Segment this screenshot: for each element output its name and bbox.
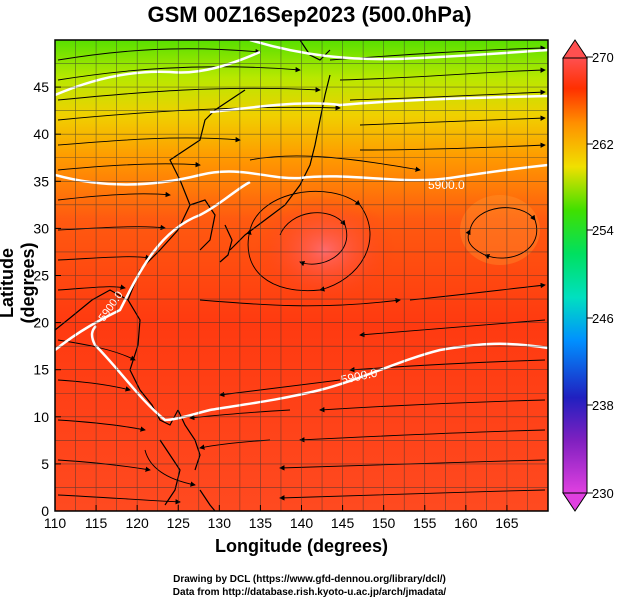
credit-data: Data from http://database.rish.kyoto-u.a… bbox=[172, 587, 447, 598]
contour-5880 bbox=[55, 50, 261, 97]
colorbar: 270 262 254 246 238 230 bbox=[562, 39, 614, 512]
contour-label-5900-north: 5900.0 bbox=[428, 178, 465, 192]
map-title: GSM 00Z16Sep2023 (500.0hPa) bbox=[147, 2, 472, 27]
y-tick-label: 40 bbox=[33, 126, 49, 142]
colorbar-tick-label: 270 bbox=[592, 50, 614, 65]
x-tick-label: 125 bbox=[167, 515, 191, 531]
y-tick-label: 5 bbox=[41, 456, 49, 472]
streamlines bbox=[57, 45, 546, 505]
x-tick-label: 145 bbox=[331, 515, 355, 531]
colorbar-tick-label: 254 bbox=[592, 223, 614, 238]
colorbar-tick-label: 238 bbox=[592, 398, 614, 413]
y-tick-label: 15 bbox=[33, 362, 49, 378]
y-tick-label: 0 bbox=[41, 503, 49, 519]
x-tick-label: 135 bbox=[249, 515, 273, 531]
x-tick-label: 150 bbox=[372, 515, 396, 531]
map-plot: 5900.0 5900.0 5900.0 110 115 120 125 130 135 1… bbox=[33, 39, 614, 531]
x-axis-label: Longitude (degrees) bbox=[214, 536, 388, 556]
x-tick-label: 110 bbox=[44, 515, 67, 531]
colorbar-tick-label: 230 bbox=[592, 486, 614, 501]
colorbar-tick-label: 246 bbox=[592, 311, 614, 326]
x-tick-label: 160 bbox=[454, 515, 478, 531]
grid bbox=[54, 39, 549, 512]
contour-5890 bbox=[249, 40, 548, 61]
y-tick-label: 10 bbox=[33, 409, 49, 425]
height-contours bbox=[55, 40, 548, 422]
y-tick-label: 20 bbox=[33, 315, 49, 331]
y-tick-label: 35 bbox=[33, 173, 49, 189]
y-tick-labels: 0 5 10 15 20 25 30 35 40 45 bbox=[33, 79, 61, 519]
y-tick-label: 30 bbox=[33, 220, 49, 236]
y-tick-label: 25 bbox=[33, 268, 49, 284]
y-tick-label: 45 bbox=[33, 79, 49, 95]
x-tick-label: 115 bbox=[85, 515, 108, 531]
x-tick-label: 140 bbox=[290, 515, 314, 531]
x-tick-label: 120 bbox=[125, 515, 149, 531]
x-tick-labels: 110 115 120 125 130 135 140 145 150 155 160 165 bbox=[44, 505, 519, 531]
contour-5870 bbox=[209, 94, 548, 114]
x-tick-label: 130 bbox=[208, 515, 232, 531]
x-tick-label: 155 bbox=[413, 515, 437, 531]
contour-5900-north bbox=[55, 163, 548, 186]
colorbar-tick-label: 262 bbox=[592, 137, 614, 152]
x-tick-label: 165 bbox=[495, 515, 519, 531]
contour-5900-south bbox=[55, 180, 548, 422]
credit-drawing: Drawing by DCL (https://www.gfd-dennou.o… bbox=[173, 574, 446, 585]
